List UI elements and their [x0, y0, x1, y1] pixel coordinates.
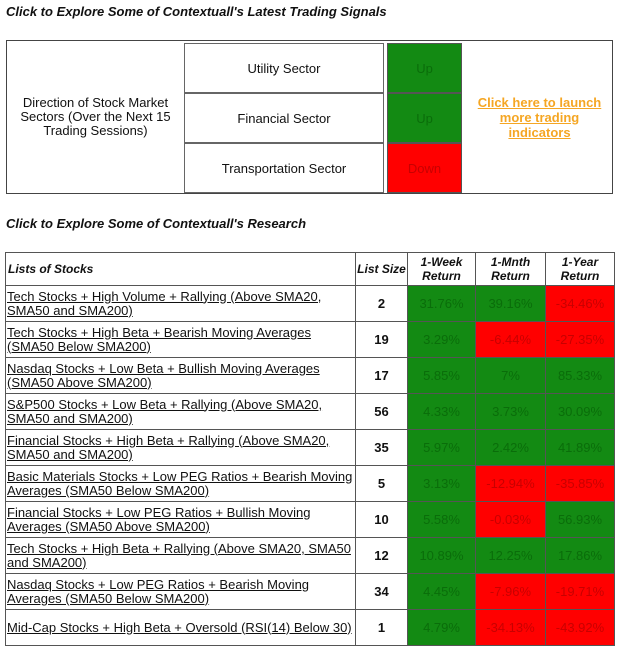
month-return-cell: -34.13%: [475, 609, 546, 646]
list-name-cell: Tech Stocks + High Volume + Rallying (Ab…: [5, 285, 356, 322]
list-size-cell: 17: [355, 357, 408, 394]
sector-signal-badge: Down: [387, 143, 462, 193]
sector-row-transportation: Transportation Sector Down: [184, 143, 462, 193]
stock-list-link[interactable]: Tech Stocks + High Beta + Rallying (Abov…: [7, 540, 351, 570]
week-return-cell: 5.85%: [407, 357, 476, 394]
list-size-cell: 12: [355, 537, 408, 574]
year-return-cell: 17.86%: [545, 537, 615, 574]
year-return-cell: -19.71%: [545, 573, 615, 610]
column-header-week-return: 1-Week Return: [407, 252, 476, 286]
table-header-row: Lists of Stocks List Size 1-Week Return …: [5, 252, 615, 286]
list-size-cell: 19: [355, 321, 408, 358]
sector-row-financial: Financial Sector Up: [184, 93, 462, 143]
week-return-cell: 5.58%: [407, 501, 476, 538]
table-row: Mid-Cap Stocks + High Beta + Oversold (R…: [5, 609, 615, 646]
list-name-cell: Financial Stocks + High Beta + Rallying …: [5, 429, 356, 466]
sector-name: Financial Sector: [184, 93, 384, 143]
year-return-cell: -34.46%: [545, 285, 615, 322]
table-row: S&P500 Stocks + Low Beta + Rallying (Abo…: [5, 393, 615, 430]
year-return-cell: -27.35%: [545, 321, 615, 358]
column-header-month-return: 1-Mnth Return: [475, 252, 546, 286]
stock-list-link[interactable]: Tech Stocks + High Beta + Bearish Moving…: [7, 324, 311, 354]
week-return-cell: 31.76%: [407, 285, 476, 322]
month-return-cell: -0.03%: [475, 501, 546, 538]
list-name-cell: Mid-Cap Stocks + High Beta + Oversold (R…: [5, 609, 356, 646]
table-row: Financial Stocks + Low PEG Ratios + Bull…: [5, 501, 615, 538]
table-row: Tech Stocks + High Volume + Rallying (Ab…: [5, 285, 615, 322]
stock-list-link[interactable]: Financial Stocks + High Beta + Rallying …: [7, 432, 330, 462]
week-return-cell: 3.29%: [407, 321, 476, 358]
column-header-lists: Lists of Stocks: [5, 252, 356, 286]
table-row: Financial Stocks + High Beta + Rallying …: [5, 429, 615, 466]
stock-list-link[interactable]: Nasdaq Stocks + Low PEG Ratios + Bearish…: [7, 576, 310, 606]
year-return-cell: 41.89%: [545, 429, 615, 466]
month-return-cell: -6.44%: [475, 321, 546, 358]
month-return-cell: -7.96%: [475, 573, 546, 610]
research-section-title[interactable]: Click to Explore Some of Contextuall's R…: [6, 216, 307, 231]
month-return-cell: 7%: [475, 357, 546, 394]
list-size-cell: 34: [355, 573, 408, 610]
list-size-cell: 10: [355, 501, 408, 538]
sector-name: Transportation Sector: [184, 143, 384, 193]
list-size-cell: 1: [355, 609, 408, 646]
table-row: Tech Stocks + High Beta + Rallying (Abov…: [5, 537, 615, 574]
signals-section-title[interactable]: Click to Explore Some of Contextuall's L…: [6, 4, 387, 19]
stock-list-link[interactable]: Nasdaq Stocks + Low Beta + Bullish Movin…: [7, 360, 320, 390]
sector-name: Utility Sector: [184, 43, 384, 93]
sector-signal-badge: Up: [387, 93, 462, 143]
year-return-cell: 30.09%: [545, 393, 615, 430]
column-header-year-return: 1-Year Return: [545, 252, 615, 286]
stock-list-link[interactable]: Tech Stocks + High Volume + Rallying (Ab…: [7, 288, 322, 318]
week-return-cell: 4.79%: [407, 609, 476, 646]
month-return-cell: -12.94%: [475, 465, 546, 502]
list-name-cell: S&P500 Stocks + Low Beta + Rallying (Abo…: [5, 393, 356, 430]
month-return-cell: 12.25%: [475, 537, 546, 574]
stock-list-link[interactable]: Financial Stocks + Low PEG Ratios + Bull…: [7, 504, 311, 534]
stock-list-link[interactable]: S&P500 Stocks + Low Beta + Rallying (Abo…: [7, 396, 323, 426]
list-size-cell: 56: [355, 393, 408, 430]
list-name-cell: Nasdaq Stocks + Low Beta + Bullish Movin…: [5, 357, 356, 394]
week-return-cell: 3.13%: [407, 465, 476, 502]
list-name-cell: Nasdaq Stocks + Low PEG Ratios + Bearish…: [5, 573, 356, 610]
list-size-cell: 5: [355, 465, 408, 502]
list-name-cell: Financial Stocks + Low PEG Ratios + Bull…: [5, 501, 356, 538]
year-return-cell: 85.33%: [545, 357, 615, 394]
table-row: Nasdaq Stocks + Low PEG Ratios + Bearish…: [5, 573, 615, 610]
trading-signals-panel: Direction of Stock Market Sectors (Over …: [6, 40, 613, 194]
month-return-cell: 39.16%: [475, 285, 546, 322]
sector-signal-badge: Up: [387, 43, 462, 93]
list-name-cell: Basic Materials Stocks + Low PEG Ratios …: [5, 465, 356, 502]
week-return-cell: 5.97%: [407, 429, 476, 466]
year-return-cell: 56.93%: [545, 501, 615, 538]
list-name-cell: Tech Stocks + High Beta + Rallying (Abov…: [5, 537, 356, 574]
table-row: Basic Materials Stocks + Low PEG Ratios …: [5, 465, 615, 502]
direction-label: Direction of Stock Market Sectors (Over …: [20, 95, 171, 138]
list-size-cell: 2: [355, 285, 408, 322]
year-return-cell: -43.92%: [545, 609, 615, 646]
column-header-size: List Size: [355, 252, 408, 286]
month-return-cell: 2.42%: [475, 429, 546, 466]
stock-list-link[interactable]: Basic Materials Stocks + Low PEG Ratios …: [7, 468, 353, 498]
research-table: Lists of Stocks List Size 1-Week Return …: [5, 252, 615, 646]
week-return-cell: 10.89%: [407, 537, 476, 574]
month-return-cell: 3.73%: [475, 393, 546, 430]
sector-row-utility: Utility Sector Up: [184, 43, 462, 93]
list-size-cell: 35: [355, 429, 408, 466]
table-row: Tech Stocks + High Beta + Bearish Moving…: [5, 321, 615, 358]
list-name-cell: Tech Stocks + High Beta + Bearish Moving…: [5, 321, 356, 358]
table-row: Nasdaq Stocks + Low Beta + Bullish Movin…: [5, 357, 615, 394]
year-return-cell: -35.85%: [545, 465, 615, 502]
week-return-cell: 4.45%: [407, 573, 476, 610]
sector-signal-grid: Utility Sector Up Financial Sector Up Tr…: [184, 43, 462, 193]
week-return-cell: 4.33%: [407, 393, 476, 430]
launch-indicators-link[interactable]: Click here to launch more trading indica…: [477, 94, 602, 140]
stock-list-link[interactable]: Mid-Cap Stocks + High Beta + Oversold (R…: [7, 619, 352, 635]
